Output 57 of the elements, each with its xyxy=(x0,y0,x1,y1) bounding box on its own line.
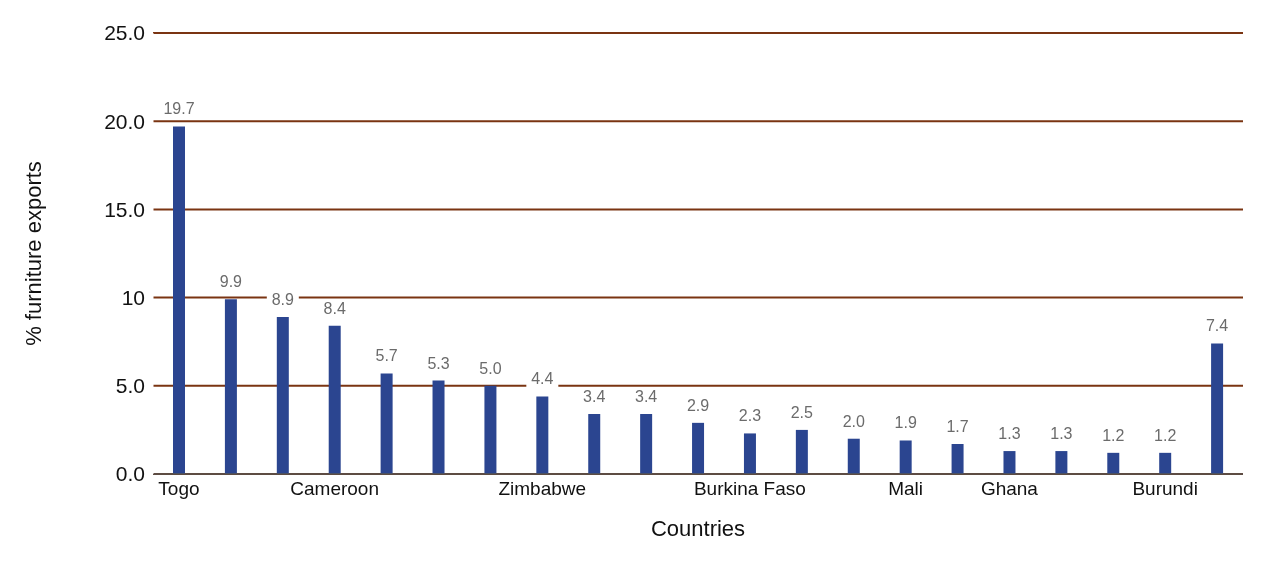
data-label: 1.3 xyxy=(998,425,1021,443)
bar xyxy=(173,126,185,474)
bar xyxy=(743,433,756,474)
x-axis-title: Countries xyxy=(650,516,746,541)
bar xyxy=(380,373,393,474)
data-label: 2.9 xyxy=(686,396,710,414)
data-label: 8.9 xyxy=(271,291,295,308)
x-tick-label: Zimbabwe xyxy=(498,478,587,500)
data-label: 3.4 xyxy=(635,388,658,406)
x-tick-label: Burundi xyxy=(1132,478,1198,500)
y-tick-label: 15.0 xyxy=(104,197,145,221)
bar xyxy=(951,444,964,474)
x-tick-label: Togo xyxy=(158,478,200,500)
data-label: 2.0 xyxy=(842,412,865,430)
bar xyxy=(692,422,705,474)
bar xyxy=(588,414,601,474)
bar xyxy=(1055,451,1068,474)
y-tick-label: 20.0 xyxy=(104,109,145,133)
data-label: 1.2 xyxy=(1154,426,1177,444)
bar xyxy=(847,438,860,474)
x-tick-label: Burkina Faso xyxy=(693,478,806,500)
data-label: 4.4 xyxy=(531,370,554,388)
data-label: 1.2 xyxy=(1102,426,1125,444)
bar xyxy=(432,380,445,474)
data-label: 7.4 xyxy=(1205,317,1229,335)
bar xyxy=(276,317,289,474)
bar xyxy=(795,429,808,474)
data-label: 5.7 xyxy=(375,347,398,365)
data-label: 8.4 xyxy=(323,299,346,317)
bar xyxy=(224,299,237,474)
bar xyxy=(1003,451,1016,474)
data-label: 2.3 xyxy=(738,407,762,425)
data-label: 1.7 xyxy=(946,418,969,436)
bar xyxy=(484,385,497,474)
x-tick-label: Mali xyxy=(888,478,924,500)
data-label: 1.3 xyxy=(1050,425,1073,443)
y-tick-label: 0.0 xyxy=(115,462,145,486)
data-label: 2.5 xyxy=(790,403,814,421)
x-tick-label: Cameroon xyxy=(290,478,380,500)
data-label: 19.7 xyxy=(163,100,195,118)
data-label: 5.3 xyxy=(427,354,450,372)
bar xyxy=(640,414,653,474)
bar xyxy=(1211,343,1224,474)
data-label: 3.4 xyxy=(583,388,606,406)
bar xyxy=(899,440,912,474)
bar xyxy=(328,325,341,474)
y-tick-label: 25.0 xyxy=(104,21,145,45)
bar xyxy=(1159,452,1172,474)
bar xyxy=(536,396,549,474)
data-label: 5.0 xyxy=(479,359,502,377)
data-label: 9.9 xyxy=(219,273,243,291)
x-tick-label: Ghana xyxy=(980,478,1039,500)
data-label: 1.9 xyxy=(894,414,917,432)
y-tick-label: 5.0 xyxy=(115,374,145,398)
y-axis-title: % furniture exports xyxy=(20,161,46,346)
bar xyxy=(1107,452,1120,474)
y-tick-label: 10 xyxy=(121,286,145,310)
